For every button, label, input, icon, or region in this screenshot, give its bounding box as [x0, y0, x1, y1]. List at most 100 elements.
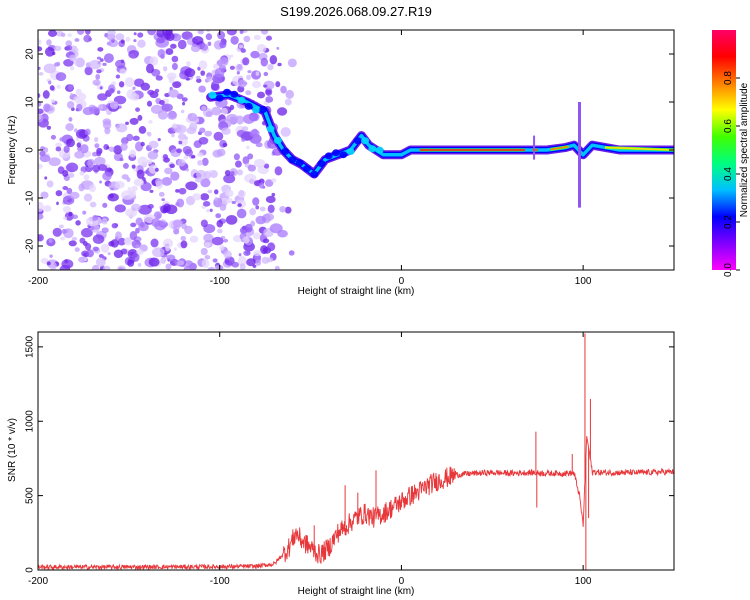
ridge-blob [281, 147, 290, 155]
colorbar-label: Normalized spectral amplitude [739, 82, 750, 217]
noise-blob [66, 138, 75, 148]
noise-blob [264, 179, 274, 187]
noise-blob [214, 196, 218, 201]
noise-blob [172, 219, 184, 228]
snr-x-tick-label: 100 [575, 576, 592, 587]
noise-blob [189, 235, 199, 243]
noise-blob [137, 156, 149, 166]
noise-blob [186, 126, 197, 135]
snr-y-tick-label: 1000 [25, 410, 36, 433]
ridge-blob [266, 125, 275, 133]
noise-blob [207, 266, 216, 270]
ridge-blob [237, 96, 246, 104]
noise-blob [255, 215, 266, 225]
noise-blob [146, 159, 153, 165]
noise-blob [38, 72, 44, 76]
noise-blob [107, 252, 111, 256]
noise-blob [170, 43, 177, 49]
noise-blob [40, 257, 49, 264]
noise-blob [157, 49, 165, 58]
noise-blob [223, 250, 232, 259]
noise-blob [99, 58, 104, 62]
noise-blob [172, 81, 182, 89]
snr-x-tick-label: -200 [28, 576, 48, 587]
noise-blob [201, 105, 207, 112]
noise-blob [76, 103, 83, 112]
noise-blob [147, 150, 159, 160]
noise-blob [225, 214, 238, 225]
noise-blob [212, 258, 218, 263]
noise-blob [92, 79, 101, 86]
noise-blob [239, 263, 246, 270]
noise-blob [140, 181, 152, 192]
noise-blob [95, 73, 101, 80]
noise-blob [196, 169, 207, 179]
noise-blob [154, 88, 160, 93]
noise-blob [180, 240, 188, 249]
noise-blob [236, 70, 240, 75]
noise-blob [40, 146, 46, 151]
noise-blob [266, 257, 274, 263]
noise-blob [173, 225, 178, 230]
noise-blob [263, 163, 270, 169]
noise-blob [103, 144, 109, 150]
noise-blob [88, 59, 102, 70]
noise-blob [61, 228, 67, 234]
noise-blob [89, 201, 97, 208]
noise-blob [68, 117, 73, 122]
noise-blob [96, 69, 102, 74]
noise-blob [55, 190, 63, 197]
noise-blob [76, 142, 82, 148]
noise-blob [157, 110, 168, 120]
noise-blob [43, 63, 57, 74]
noise-blob [137, 32, 144, 38]
noise-blob [63, 145, 70, 153]
noise-blob [287, 58, 297, 68]
noise-blob [62, 185, 69, 191]
noise-blob [121, 190, 134, 200]
noise-blob [69, 54, 77, 62]
spectrogram-x-tick-label: -100 [210, 276, 230, 287]
noise-blob [96, 150, 102, 157]
snr-panel: -200 -100 0 100 0 500 1000 1500 Height of stra… [7, 331, 675, 597]
noise-blob [177, 159, 186, 167]
noise-blob [203, 233, 214, 243]
noise-blob [151, 247, 165, 258]
noise-blob [230, 35, 239, 45]
noise-blob [97, 47, 104, 52]
noise-blob [180, 109, 185, 114]
noise-blob [108, 240, 115, 247]
noise-blob [214, 265, 221, 270]
ridge-blob [324, 152, 333, 160]
noise-blob [204, 242, 211, 248]
noise-blob [73, 96, 81, 103]
noise-blob [109, 101, 119, 109]
figure-title: S199.2026.068.09.27.R19 [280, 4, 432, 19]
noise-blob [160, 205, 168, 214]
noise-blob [237, 64, 242, 70]
noise-blob [86, 249, 94, 258]
noise-blob [252, 80, 262, 89]
colorbar-tick-label: 0.8 [723, 71, 734, 85]
snr-x-axis: -200 -100 0 100 [28, 332, 592, 587]
noise-blob [49, 254, 53, 258]
noise-blob [219, 41, 227, 49]
noise-blob [92, 214, 99, 221]
ridge-blob [339, 151, 348, 159]
noise-blob [126, 133, 134, 142]
noise-blob [148, 120, 153, 124]
noise-blob [204, 130, 213, 137]
noise-blob [111, 222, 118, 229]
noise-blob [167, 111, 178, 120]
noise-blob [235, 115, 244, 125]
noise-blob [222, 142, 228, 147]
noise-blob [101, 217, 108, 225]
noise-blob [42, 90, 50, 99]
noise-blob [190, 44, 201, 53]
noise-blob [108, 146, 115, 152]
noise-blob [161, 103, 173, 112]
noise-blob [246, 74, 252, 81]
noise-blob [242, 114, 255, 124]
noise-blob [47, 30, 58, 37]
snr-y-tick-label: 0 [25, 567, 36, 573]
